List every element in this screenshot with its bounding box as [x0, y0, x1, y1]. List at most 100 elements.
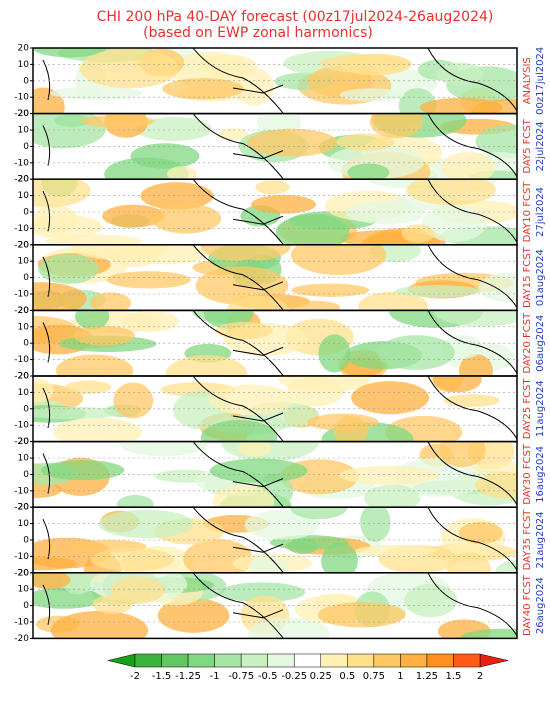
anomaly-blob: [89, 292, 132, 311]
panel-date: 21aug2024: [535, 512, 546, 569]
map-field: [33, 179, 517, 245]
title: CHI 200 hPa 40-DAY forecast (00z17jul202…: [97, 9, 494, 25]
anomaly-blob: [458, 521, 503, 544]
y-tick-label: 0: [23, 142, 29, 152]
y-tick-label: -20: [14, 240, 29, 250]
colorbar-end: [107, 653, 136, 668]
anomaly-blob: [38, 254, 99, 284]
anomaly-blob: [307, 413, 379, 431]
colorbar-tick-label: 1.25: [416, 671, 438, 682]
map-field: [33, 441, 517, 508]
coastline: [42, 376, 517, 442]
panel-label: DAY30 FCST: [522, 443, 533, 505]
y-tick-label: -20: [14, 503, 29, 513]
colorbar-box: [214, 653, 242, 668]
y-tick-label: 0: [23, 536, 29, 546]
anomaly-blob: [166, 166, 197, 180]
y-tick-label: -10: [14, 290, 29, 300]
y-tick-label: 20: [18, 306, 30, 316]
y-tick-label: -10: [14, 93, 29, 103]
colorbar-box: [453, 653, 481, 668]
anomaly-blob: [71, 244, 171, 261]
anomaly-blob: [404, 583, 458, 618]
y-tick-label: 0: [23, 470, 29, 480]
anomaly-blob: [443, 394, 500, 407]
anomaly-blob: [33, 406, 120, 420]
panel-label: ANALYSIS: [522, 57, 533, 104]
panel-label: DAY25 FCST: [522, 378, 533, 440]
anomaly-blob: [433, 376, 482, 393]
anomaly-blob: [251, 194, 317, 214]
panel-date: 27jul2024: [535, 187, 546, 237]
anomaly-blob: [472, 462, 517, 476]
y-tick-label: -10: [14, 355, 29, 365]
anomaly-blob: [244, 510, 320, 540]
anomaly-blob: [475, 124, 517, 159]
anomaly-blob: [33, 572, 71, 590]
anomaly-blob: [355, 544, 436, 557]
anomaly-blob: [162, 78, 244, 100]
anomaly-blob: [436, 62, 484, 86]
anomaly-blob: [33, 179, 91, 208]
y-tick-label: 0: [23, 601, 29, 611]
anomaly-blob: [347, 163, 390, 180]
colorbar-end: [479, 653, 509, 668]
colorbar-box: [187, 653, 215, 668]
anomaly-blob: [286, 377, 345, 407]
coastline: [42, 507, 517, 573]
anomaly-blob: [441, 151, 495, 180]
colorbar-box: [134, 653, 162, 668]
anomaly-blob: [461, 628, 517, 639]
y-tick-label: -20: [14, 175, 29, 185]
anomaly-blob: [446, 552, 492, 573]
anomaly-blob: [377, 335, 455, 370]
map-field: [33, 507, 517, 573]
anomaly-blob: [33, 214, 103, 239]
anomaly-blob: [234, 67, 275, 106]
anomaly-blob: [106, 271, 191, 289]
anomaly-blob: [33, 556, 78, 571]
y-tick-label: 20: [18, 44, 30, 54]
colorbar-tick-label: -1.25: [175, 671, 201, 682]
colorbar-tick-label: -1.5: [152, 671, 172, 682]
anomaly-blob: [351, 381, 429, 415]
coastline: [42, 48, 517, 114]
anomaly-blob: [254, 180, 290, 195]
anomaly-blob: [219, 582, 306, 603]
y-tick-label: -20: [14, 372, 29, 382]
anomaly-blob: [140, 182, 214, 210]
y-tick-label: 10: [18, 388, 30, 398]
anomaly-blob: [401, 224, 435, 243]
panel-date: 06aug2024: [535, 315, 546, 372]
anomaly-blob: [364, 484, 421, 508]
y-tick-label: 10: [18, 322, 30, 332]
anomaly-blob: [238, 441, 272, 457]
map-field: [33, 572, 517, 639]
anomaly-blob: [247, 617, 330, 639]
anomaly-blob: [50, 610, 149, 639]
panel-date: 00z17jul2024: [535, 47, 546, 115]
colorbar-box: [320, 653, 348, 668]
anomaly-blob: [360, 507, 391, 542]
anomaly-blob: [319, 54, 412, 73]
anomaly-blob: [33, 48, 107, 58]
anomaly-blob: [217, 128, 249, 141]
panel-label: DAY35 FCST: [522, 509, 533, 571]
anomaly-blob: [421, 205, 487, 242]
coastline: [42, 310, 517, 376]
anomaly-blob: [215, 321, 273, 340]
y-tick-label: 0: [23, 208, 29, 218]
colorbar-tick-label: 0.75: [363, 671, 385, 682]
y-tick-label: -10: [14, 618, 29, 628]
y-tick-label: 20: [18, 240, 30, 250]
colorbar-box: [400, 653, 428, 668]
y-tick-label: -20: [14, 109, 29, 119]
anomaly-blob: [471, 98, 517, 114]
colorbar-tick-label: 0.25: [310, 671, 332, 682]
y-tick-label: 20: [18, 503, 30, 513]
y-tick-label: 0: [23, 339, 29, 349]
panel-label: DAY10 FCST: [522, 181, 533, 243]
anomaly-blob: [200, 244, 291, 262]
anomaly-blob: [338, 465, 439, 485]
